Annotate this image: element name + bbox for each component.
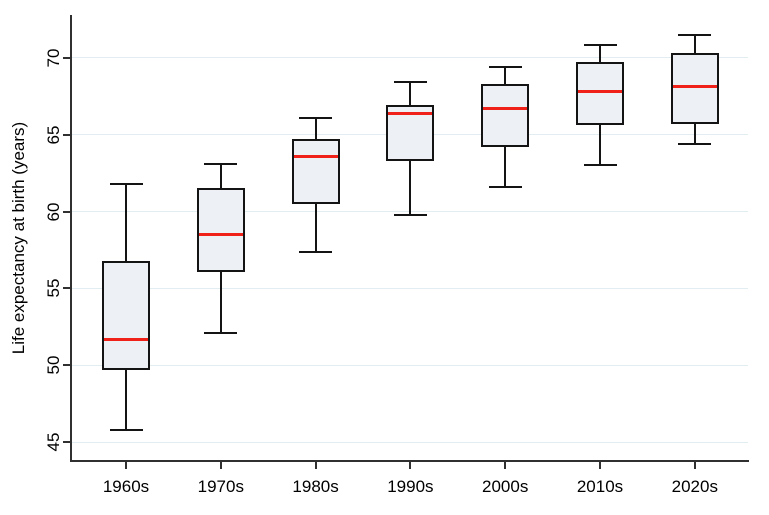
y-axis-title: Life expectancy at birth (years) <box>9 121 28 355</box>
y-tick-mark <box>63 287 71 290</box>
y-tick-mark <box>63 364 71 367</box>
y-tick-mark <box>63 56 71 59</box>
lower-whisker-cap <box>488 185 522 188</box>
upper-whisker-cap <box>488 65 522 68</box>
median-line <box>483 106 528 110</box>
median-line <box>104 337 148 341</box>
iqr-box <box>196 188 245 272</box>
x-tick-label: 1990s <box>387 477 434 496</box>
y-gridline <box>72 287 748 290</box>
x-tick-label: 2020s <box>671 477 718 496</box>
x-tick-mark <box>693 461 696 469</box>
x-tick-label: 2000s <box>482 477 529 496</box>
x-tick-mark <box>314 461 317 469</box>
lower-whisker-line <box>314 203 317 252</box>
y-tick-mark <box>63 133 71 136</box>
lower-whisker-line <box>219 271 222 334</box>
x-tick-label: 1970s <box>197 477 244 496</box>
y-tick-label: 70 <box>44 48 63 68</box>
y-tick-label: 50 <box>44 355 63 375</box>
y-tick-mark <box>63 210 71 213</box>
y-tick-label: 60 <box>44 202 63 221</box>
lower-whisker-cap <box>393 213 427 216</box>
iqr-box <box>670 53 719 124</box>
y-gridline <box>72 441 748 444</box>
lower-whisker-cap <box>299 250 333 253</box>
x-tick-mark <box>125 461 127 469</box>
median-line <box>388 111 433 115</box>
upper-whisker-line <box>409 82 412 106</box>
iqr-box <box>291 139 340 204</box>
median-line <box>578 90 622 94</box>
lower-whisker-cap <box>109 428 143 431</box>
y-gridline <box>72 56 748 59</box>
lower-whisker-line <box>599 125 601 166</box>
y-tick-label: 55 <box>44 279 63 298</box>
lower-whisker-line <box>125 369 127 430</box>
lower-whisker-cap <box>204 332 238 335</box>
median-line <box>293 154 338 158</box>
upper-whisker-cap <box>583 44 617 47</box>
upper-whisker-line <box>125 183 127 261</box>
upper-whisker-line <box>693 34 696 54</box>
iqr-box <box>102 260 150 370</box>
upper-whisker-cap <box>678 33 712 36</box>
x-tick-label: 1960s <box>102 477 150 496</box>
y-gridline <box>72 364 748 367</box>
upper-whisker-cap <box>109 182 143 185</box>
lower-whisker-cap <box>678 142 712 145</box>
upper-whisker-line <box>219 163 222 189</box>
x-tick-mark <box>409 461 412 469</box>
lower-whisker-line <box>693 123 696 144</box>
iqr-box <box>576 62 624 126</box>
y-tick-mark <box>63 441 71 444</box>
lower-whisker-line <box>504 146 507 187</box>
median-line <box>672 85 717 89</box>
lower-whisker-cap <box>583 164 617 167</box>
x-tick-mark <box>504 461 507 469</box>
y-tick-label: 65 <box>44 125 63 145</box>
x-axis-line <box>70 460 749 462</box>
upper-whisker-cap <box>393 81 427 84</box>
upper-whisker-line <box>504 66 507 84</box>
upper-whisker-cap <box>299 116 333 119</box>
x-tick-mark <box>599 461 601 469</box>
iqr-box <box>481 83 530 147</box>
upper-whisker-cap <box>204 162 238 165</box>
y-tick-label: 45 <box>44 432 63 452</box>
x-tick-label: 2010s <box>576 477 624 496</box>
lower-whisker-line <box>409 160 412 215</box>
median-line <box>198 233 243 237</box>
x-tick-mark <box>219 461 222 469</box>
x-tick-label: 1980s <box>292 477 339 496</box>
y-axis-line <box>70 15 72 462</box>
iqr-box <box>386 105 435 161</box>
upper-whisker-line <box>599 45 601 63</box>
upper-whisker-line <box>314 117 317 140</box>
